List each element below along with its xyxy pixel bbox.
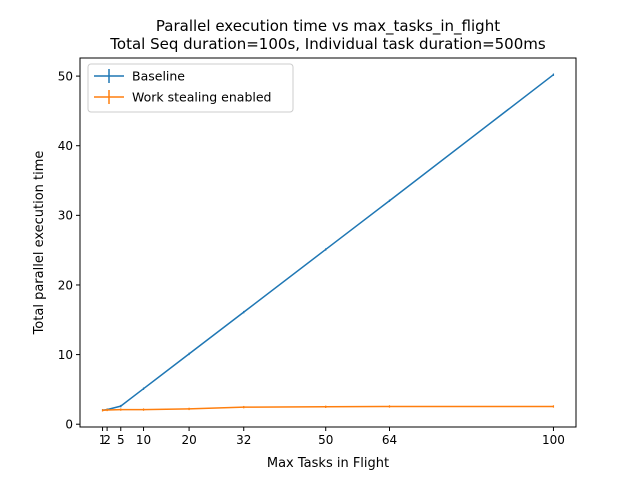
x-axis: 12 5 10 20 32 50 64 100 [99,427,565,447]
legend-box [87,63,294,113]
x-tick-label: 50 [318,433,333,447]
plot-area [101,73,555,412]
x-tick-label: 32 [236,433,251,447]
x-tick-label: 64 [382,433,397,447]
y-tick-label: 50 [58,69,73,83]
plot-frame [79,57,577,428]
y-tick-label: 20 [58,278,73,292]
x-tick-label: 1 [99,433,107,447]
y-tick-label: 40 [58,139,73,153]
chart-title: Parallel execution time vs max_tasks_in_… [156,17,500,36]
x-tick-label: 100 [542,433,565,447]
x-tick-label: 20 [181,433,196,447]
legend-label-work-stealing: Work stealing enabled [132,90,271,105]
legend-label-baseline: Baseline [132,69,185,84]
y-tick-label: 30 [58,209,73,223]
y-axis: 0 10 20 30 40 50 [58,69,80,432]
y-axis-label: Total parallel execution time [32,151,47,336]
y-tick-label: 0 [65,418,73,432]
x-tick-label: 2 [103,433,111,447]
chart-subtitle: Total Seq duration=100s, Individual task… [109,35,546,53]
y-tick-label: 10 [58,348,73,362]
x-axis-label: Max Tasks in Flight [267,456,389,471]
x-tick-label: 10 [136,433,151,447]
legend: Baseline Work stealing enabled [87,63,294,113]
x-tick-label: 5 [117,433,125,447]
